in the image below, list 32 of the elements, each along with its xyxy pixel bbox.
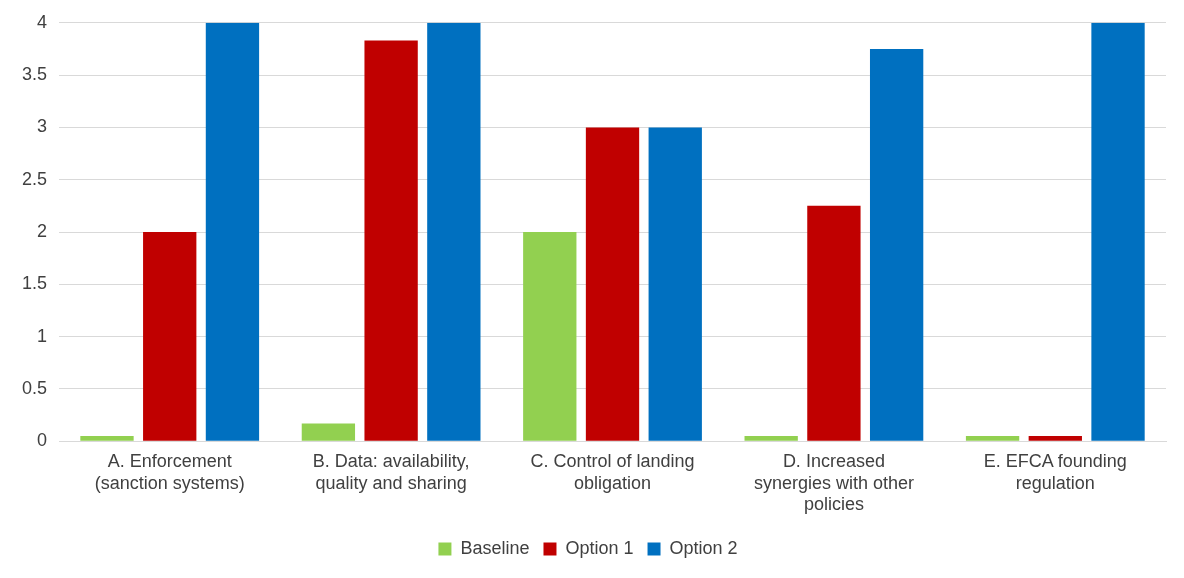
bar [744, 435, 798, 441]
bar [1091, 22, 1145, 441]
bar [427, 22, 481, 441]
bar [965, 435, 1020, 441]
y-tick-label: 0 [37, 430, 48, 451]
x-tick-label: A. Enforcement (sanction systems) [94, 450, 245, 493]
legend-label: Option 2 [669, 537, 738, 558]
bar [1028, 435, 1082, 441]
bar [869, 48, 924, 441]
legend-label: Option 1 [565, 537, 634, 558]
y-tick-label: 1.5 [21, 273, 48, 294]
bar [80, 435, 134, 441]
y-tick-label: 2 [37, 220, 48, 241]
x-tick-label: E. EFCA founding regulation [983, 450, 1127, 493]
bar [585, 127, 640, 441]
legend-label: Baseline [460, 537, 530, 558]
bar [205, 22, 260, 441]
y-tick-label: 3.5 [21, 64, 48, 85]
bar [523, 232, 577, 441]
y-tick-label: 4 [37, 11, 48, 32]
x-tick-label: D. Increased synergies with other policies [753, 450, 914, 515]
y-tick-label: 0.5 [21, 377, 48, 398]
bar [364, 40, 418, 441]
bar [143, 232, 197, 441]
bar [301, 423, 356, 441]
bar [807, 205, 861, 441]
y-tick-label: 2.5 [21, 168, 48, 189]
y-tick-label: 1 [37, 325, 48, 346]
y-tick-label: 3 [37, 116, 48, 137]
bar [648, 127, 702, 441]
x-tick-label: B. Data: availability, quality and sharing [312, 450, 470, 493]
x-tick-label: C. Control of landing obligation [530, 450, 695, 493]
